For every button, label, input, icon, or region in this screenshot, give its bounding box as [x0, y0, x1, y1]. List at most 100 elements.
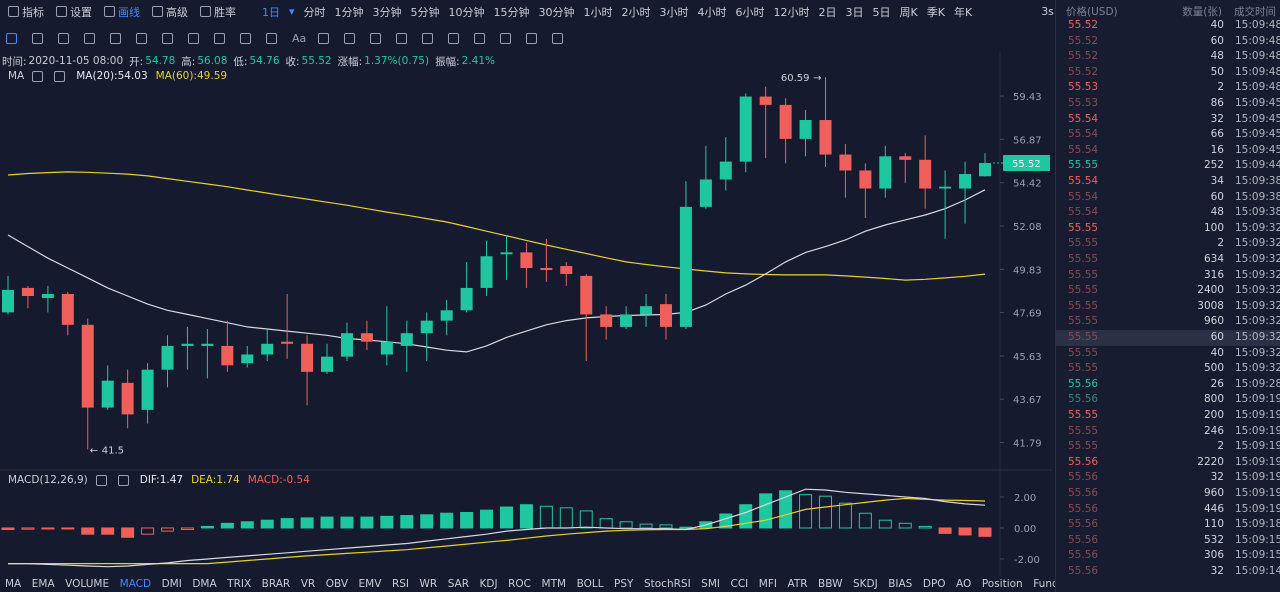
tool-icon[interactable] — [84, 32, 95, 44]
tool-icon[interactable] — [240, 32, 251, 44]
trade-price: 55.53 — [1068, 97, 1099, 109]
interval[interactable]: 1分钟 — [334, 5, 364, 19]
indicator-tab[interactable]: WR — [419, 578, 438, 590]
tool-icon[interactable] — [32, 32, 43, 44]
menu-item[interactable]: 设置 — [56, 4, 92, 20]
tool-icon[interactable] — [448, 32, 460, 44]
tool-icon[interactable] — [58, 32, 69, 44]
tool-icon[interactable] — [266, 32, 277, 44]
indicator-tab[interactable]: OBV — [325, 578, 349, 590]
indicator-tab[interactable]: VOLUME — [65, 578, 110, 590]
tool-icon[interactable] — [136, 32, 147, 44]
trade-time: 15:09:28 — [1235, 377, 1280, 390]
interval[interactable]: 2日 — [818, 5, 837, 19]
indicator-tab[interactable]: SKDJ — [852, 578, 878, 590]
trade-row: 55.56 960 15:09:19 — [1056, 486, 1280, 502]
candle-body — [699, 179, 712, 207]
indicator-tab[interactable]: EMV — [358, 578, 382, 590]
tool-icon[interactable] — [6, 32, 17, 44]
indicator-tab[interactable]: BIAS — [888, 578, 913, 590]
interval[interactable]: 2小时 — [621, 5, 651, 19]
indicator-tab[interactable]: Position — [981, 578, 1023, 590]
interval[interactable]: 4小时 — [697, 5, 727, 19]
indicator-tab[interactable]: BRAR — [261, 578, 291, 590]
indicator-tab[interactable]: ATR — [787, 578, 808, 590]
close-icon[interactable] — [54, 70, 66, 82]
macd-bar — [818, 495, 832, 529]
candle-body — [21, 287, 34, 296]
trade-row: 55.52 60 15:09:48 — [1056, 34, 1280, 50]
indicator-tab[interactable]: MTM — [541, 578, 567, 590]
tool-icon[interactable] — [318, 32, 330, 44]
indicator-tab[interactable]: VR — [300, 578, 316, 590]
indicator-tab[interactable]: DPO — [922, 578, 946, 590]
close-icon[interactable] — [117, 474, 129, 486]
indicator-tab[interactable]: AO — [956, 578, 972, 590]
interval[interactable]: 3日 — [845, 5, 864, 19]
interval[interactable]: 15分钟 — [493, 5, 530, 19]
menu-item[interactable]: 画线 — [104, 4, 140, 20]
interval[interactable]: 5分钟 — [410, 5, 440, 19]
interval[interactable]: 30分钟 — [538, 5, 575, 19]
tool-icon[interactable] — [162, 32, 173, 44]
interval-active[interactable]: 1日 — [262, 5, 280, 19]
candle-body — [899, 156, 912, 160]
font-tool[interactable]: Aa — [292, 31, 307, 45]
tool-icon[interactable] — [370, 32, 382, 44]
tool-icon[interactable] — [188, 32, 199, 44]
trade-time: 15:09:45 — [1235, 143, 1280, 156]
indicator-tab[interactable]: ROC — [508, 578, 532, 590]
indicator-tab[interactable]: DMA — [192, 578, 217, 590]
indicator-tab[interactable]: MACD — [119, 578, 152, 590]
indicator-tab[interactable]: BBW — [818, 578, 843, 590]
indicator-tab[interactable]: BOLL — [576, 578, 604, 590]
interval[interactable]: 12小时 — [773, 5, 810, 19]
tool-icon[interactable] — [110, 32, 121, 44]
indicator-tab[interactable]: SAR — [447, 578, 470, 590]
tool-icon[interactable] — [474, 32, 486, 44]
interval[interactable]: 年K — [953, 5, 973, 19]
tool-icon[interactable] — [552, 32, 564, 44]
y-tick-label: 49.83 — [1013, 265, 1042, 276]
candle-body — [321, 356, 334, 372]
macd-bar — [240, 521, 254, 529]
interval[interactable]: 5日 — [872, 5, 891, 19]
tool-icon[interactable] — [344, 32, 356, 44]
interval[interactable]: 3小时 — [659, 5, 689, 19]
indicator-tab[interactable]: CCI — [730, 578, 749, 590]
menu-item[interactable]: 胜率 — [200, 4, 236, 20]
tool-icon[interactable] — [422, 32, 434, 44]
indicator-tab[interactable]: StochRSI — [643, 578, 691, 590]
settings-icon[interactable] — [95, 474, 107, 486]
low-label: 41.5 — [102, 445, 124, 456]
ma-name: MA — [8, 70, 25, 82]
trade-row: 55.53 86 15:09:45 — [1056, 96, 1280, 112]
tool-icon[interactable] — [500, 32, 512, 44]
refresh[interactable]: 3s — [1041, 5, 1054, 18]
indicator-tab[interactable]: EMA — [31, 578, 55, 590]
trade-price: 55.52 — [1068, 65, 1099, 78]
indicator-tab[interactable]: PSY — [614, 578, 634, 590]
indicator-tab[interactable]: TRIX — [227, 578, 252, 590]
menu-item[interactable]: 指标 — [8, 4, 44, 20]
indicator-tab[interactable]: KDJ — [479, 578, 498, 590]
interval[interactable]: 分时 — [303, 5, 326, 19]
settings-icon[interactable] — [32, 70, 44, 82]
candle-body — [540, 268, 553, 270]
interval[interactable]: 季K — [926, 5, 945, 19]
trade-price: 55.55 — [1068, 284, 1099, 297]
indicator-tab[interactable]: RSI — [391, 578, 409, 590]
menu-item[interactable]: 高级 — [152, 4, 188, 20]
interval[interactable]: 6小时 — [735, 5, 765, 19]
tool-icon[interactable] — [396, 32, 408, 44]
indicator-tab[interactable]: SMI — [701, 578, 720, 590]
interval[interactable]: 10分钟 — [448, 5, 485, 19]
indicator-tab[interactable]: DMI — [161, 578, 182, 590]
interval[interactable]: 1小时 — [583, 5, 613, 19]
tool-icon[interactable] — [526, 32, 538, 44]
indicator-tab[interactable]: MFI — [758, 578, 777, 590]
tool-icon[interactable] — [214, 32, 225, 44]
interval[interactable]: 周K — [899, 5, 918, 19]
indicator-tab[interactable]: MA — [5, 578, 22, 590]
interval[interactable]: 3分钟 — [372, 5, 402, 19]
